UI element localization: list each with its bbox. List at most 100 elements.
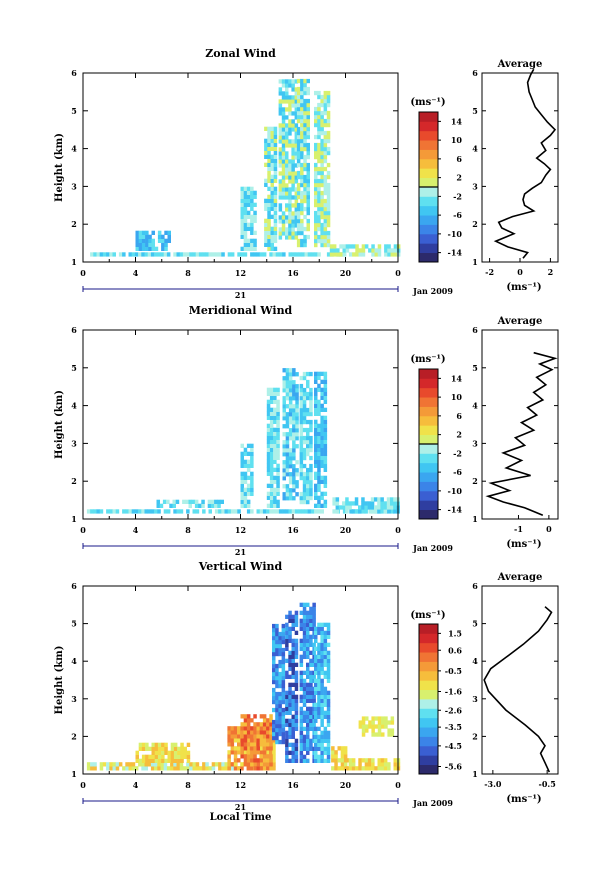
average-profile-line xyxy=(493,68,557,259)
average-profile-line xyxy=(483,606,553,773)
heatmap-cell xyxy=(285,235,289,240)
heatmap-cell xyxy=(299,395,304,401)
day-label: 21 xyxy=(235,547,246,557)
heatmap-cell xyxy=(285,642,289,647)
heatmap-cell xyxy=(306,650,310,655)
heatmap-cell xyxy=(295,460,299,465)
heatmap-cell xyxy=(374,724,379,729)
colorbar-tick-label: 0.6 xyxy=(448,645,462,655)
heatmap-cell xyxy=(256,730,260,735)
heatmap-cell xyxy=(343,750,348,755)
heatmap-cell xyxy=(269,252,273,257)
heatmap-cell xyxy=(309,371,313,377)
heatmap-cell xyxy=(309,686,313,691)
heatmap-cell xyxy=(285,167,289,172)
heatmap-cell xyxy=(288,432,293,437)
heatmap-cell xyxy=(296,162,301,168)
heatmap-cell xyxy=(309,606,313,611)
heatmap-cell xyxy=(314,509,318,514)
heatmap-cell xyxy=(250,471,254,476)
heatmap-cell xyxy=(278,91,283,96)
heatmap-cell xyxy=(278,79,283,84)
heatmap-cell xyxy=(270,234,274,239)
heatmap-cell xyxy=(300,210,304,216)
heatmap-cell xyxy=(272,655,276,661)
heatmap-cell xyxy=(303,174,307,180)
heatmap-cell xyxy=(306,174,310,180)
heatmap-cell xyxy=(320,682,324,687)
heatmap-cell xyxy=(317,114,321,120)
heatmap-cell xyxy=(294,103,299,108)
heatmap-cell xyxy=(306,78,310,84)
heatmap-cell xyxy=(285,420,290,425)
heatmap-cell xyxy=(214,503,218,508)
heatmap-cell xyxy=(304,252,308,257)
heatmap-cell xyxy=(151,242,155,247)
heatmap-cell xyxy=(269,495,274,500)
heatmap-cell xyxy=(326,110,331,116)
heatmap-cell xyxy=(300,130,304,136)
heatmap-cell xyxy=(323,234,328,240)
heatmap-cell xyxy=(288,107,292,112)
heatmap-cell xyxy=(221,762,225,767)
heatmap-cell xyxy=(250,491,254,496)
heatmap-cell xyxy=(320,439,324,444)
x-tick-label: 20 xyxy=(340,780,352,790)
heatmap-cell xyxy=(309,650,313,655)
heatmap-cell xyxy=(340,758,345,763)
heatmap-cell xyxy=(201,499,205,504)
heatmap-cell xyxy=(291,718,295,723)
heatmap-cell xyxy=(309,467,313,473)
heatmap-cell xyxy=(291,654,295,659)
heatmap-cell xyxy=(299,722,304,727)
heatmap-cell xyxy=(306,666,310,671)
heatmap-cell xyxy=(270,246,274,251)
heatmap-cell xyxy=(163,509,168,514)
heatmap-cell xyxy=(299,698,304,703)
heatmap-cell xyxy=(285,464,290,469)
heatmap-cell xyxy=(326,694,331,699)
heatmap-cell xyxy=(306,690,310,695)
heatmap-cell xyxy=(243,186,248,191)
heatmap-cell xyxy=(317,411,321,416)
heatmap-cell xyxy=(266,411,271,416)
heatmap-cell xyxy=(314,222,318,228)
heatmap-cell xyxy=(323,746,328,751)
avg-x-tick-label: 2 xyxy=(548,267,554,277)
heatmap-cell xyxy=(157,230,162,235)
heatmap-cell xyxy=(320,750,324,755)
heatmap-cell xyxy=(266,495,271,500)
heatmap-cell xyxy=(281,727,286,733)
heatmap-cell xyxy=(288,412,293,417)
heatmap-cell xyxy=(374,716,379,721)
heatmap-cell xyxy=(302,439,307,445)
heatmap-cell xyxy=(112,509,116,514)
heatmap-cell xyxy=(317,746,321,751)
heatmap-cell xyxy=(243,738,248,743)
heatmap-cell xyxy=(317,509,321,514)
heatmap-cell xyxy=(302,435,307,441)
heatmap-cell xyxy=(348,762,353,767)
heatmap-cell xyxy=(273,198,278,203)
heatmap-cell xyxy=(314,218,318,224)
heatmap-cell xyxy=(323,218,328,224)
heatmap-cell xyxy=(302,411,307,417)
heatmap-cell xyxy=(272,758,276,763)
heatmap-cell xyxy=(285,496,290,501)
heatmap-cell xyxy=(157,766,161,771)
heatmap-cell xyxy=(348,758,353,763)
heatmap-cell xyxy=(288,163,292,168)
heatmap-cell xyxy=(256,726,260,731)
heatmap-cell xyxy=(299,451,304,457)
heatmap-cell xyxy=(264,142,268,147)
heatmap-cell xyxy=(387,766,391,771)
heatmap-cell xyxy=(302,610,307,615)
heatmap-cell xyxy=(361,728,366,733)
heatmap-cell xyxy=(288,416,293,421)
heatmap-cell xyxy=(302,487,307,493)
heatmap-cell xyxy=(294,195,299,200)
heatmap-cell xyxy=(294,618,299,623)
heatmap-cell xyxy=(291,706,295,711)
heatmap-cell xyxy=(294,211,299,216)
